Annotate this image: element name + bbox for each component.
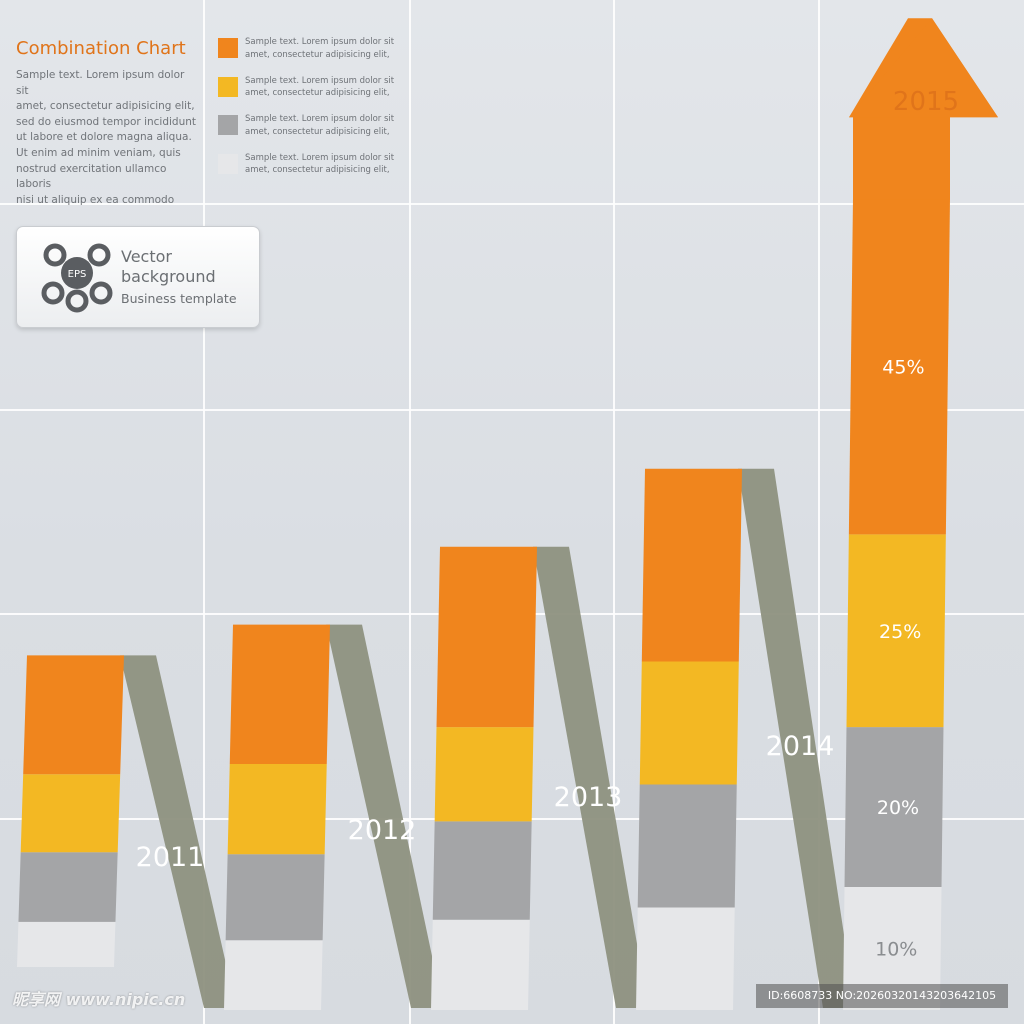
bar-segment-2013-1 [431, 919, 530, 1010]
legend-text-line: Sample text. Lorem ipsum dolor sit [245, 152, 395, 163]
legend-text-line: Sample text. Lorem ipsum dolor sit [245, 114, 395, 124]
bar-segment-2014-4 [641, 468, 742, 662]
segment-label: 25% [879, 621, 921, 643]
bar-segment-2013-4 [436, 546, 537, 728]
ribbon-segment [738, 468, 855, 1008]
bar-segment-2011-1 [17, 921, 116, 967]
legend-swatch-orange [218, 38, 238, 58]
year-label-2015: 2015 [893, 87, 959, 117]
chart-labels: 10% 20% 25% 45% 2011 2012 2013 2014 2015 [136, 87, 959, 961]
bar-segment-2013-3 [434, 727, 534, 822]
eps-logo-icon: EPS [41, 243, 113, 313]
legend-swatch-yellow [218, 76, 238, 97]
bar-segment-2011-3 [20, 774, 121, 853]
eps-logo-text: EPS [68, 269, 87, 280]
segment-label: 20% [877, 797, 919, 819]
bar-segment-2012-4 [229, 624, 330, 764]
bar-segment-2015-1 [843, 887, 942, 1010]
badge-subtitle: Business template [121, 291, 237, 306]
description-line: nisi ut aliquip ex ea commodo [16, 193, 175, 206]
bar-segment-2012-3 [227, 764, 327, 855]
ribbon-connectors [120, 468, 855, 1008]
bar-segment-2013-2 [432, 821, 532, 920]
template-badge: EPS Vector background Business template [16, 226, 260, 328]
growth-arrow-shaft [853, 116, 950, 200]
description-line: nostrud exercitation ullamco laboris [16, 162, 167, 191]
segment-label: 10% [875, 939, 917, 961]
legend-swatch-white [218, 153, 238, 174]
legend-text-line: amet, consectetur adipisicing elit, [245, 88, 390, 98]
description-line: Sample text. Lorem ipsum dolor sit [16, 69, 185, 97]
legend-text-line: Sample text. Lorem ipsum dolor sit [245, 37, 395, 47]
chart-title: Combination Chart [16, 38, 186, 59]
badge-title-line: Vector [121, 247, 172, 266]
stacked-bars [17, 18, 998, 1010]
bar-segment-2015-4 [848, 198, 950, 535]
bar-segment-2015-3 [846, 534, 946, 728]
watermark-left: 昵享网 www.nipic.cn [12, 990, 186, 1009]
bar-segment-2014-3 [639, 661, 739, 785]
legend-text-line: Sample text. Lorem ipsum dolor sit [245, 75, 395, 86]
year-label-2011: 2011 [136, 842, 205, 873]
watermark-right: ID:6608733 NO:20260320143203642105 [756, 984, 1008, 1008]
bar-segment-2015-2 [844, 727, 944, 887]
description-line: amet, consectetur adipisicing elit, [16, 100, 195, 113]
bar-segment-2012-2 [225, 854, 325, 941]
bar-segment-2011-2 [18, 852, 118, 922]
legend-text-line: amet, consectetur adipisicing elit, [245, 165, 390, 175]
legend-text-line: amet, consectetur adipisicing elit, [245, 126, 390, 137]
ribbon-segment [326, 624, 443, 1008]
segment-label: 45% [882, 356, 924, 378]
year-label-2014: 2014 [766, 731, 835, 762]
description-line: Ut enim ad minim veniam, quis [16, 146, 181, 159]
description-line: ut labore et dolore magna aliqua. [16, 131, 192, 144]
year-label-2013: 2013 [554, 782, 623, 813]
bar-segment-2012-1 [224, 940, 323, 1010]
badge-title-line: background [121, 267, 216, 286]
year-label-2012: 2012 [348, 815, 417, 846]
ribbon-segment [120, 655, 236, 1008]
ribbon-segment [533, 546, 648, 1008]
bar-segment-2014-1 [636, 907, 735, 1010]
description-line: sed do eiusmod tempor incididunt [16, 115, 197, 128]
bar-segment-2011-4 [23, 655, 124, 775]
chart-description: Sample text. Lorem ipsum dolor sit amet,… [16, 68, 196, 208]
growth-arrow-tip [849, 18, 998, 118]
legend-swatch-gray [218, 115, 238, 135]
bar-segment-2014-2 [637, 784, 737, 908]
legend-text-line: amet, consectetur adipisicing elit, [245, 49, 390, 60]
